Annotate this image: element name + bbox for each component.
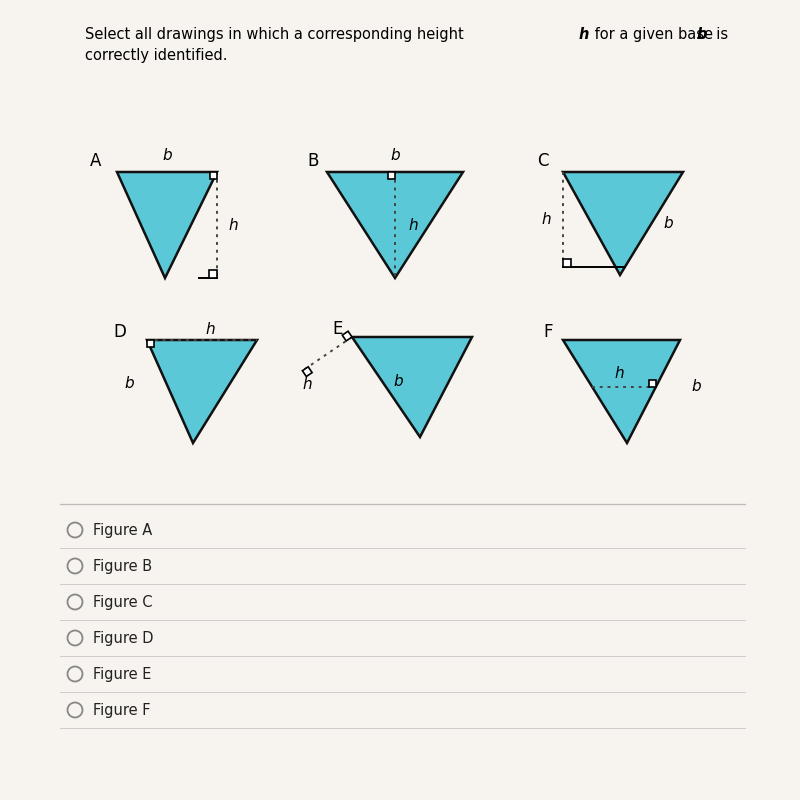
Text: correctly identified.: correctly identified. bbox=[85, 48, 227, 63]
Text: h: h bbox=[302, 378, 312, 392]
Polygon shape bbox=[563, 340, 680, 443]
Polygon shape bbox=[649, 379, 656, 386]
Text: h: h bbox=[408, 218, 418, 233]
Text: Figure A: Figure A bbox=[93, 522, 152, 538]
Text: Figure D: Figure D bbox=[93, 630, 154, 646]
Text: C: C bbox=[537, 152, 549, 170]
Polygon shape bbox=[342, 331, 352, 341]
Text: D: D bbox=[113, 323, 126, 341]
Text: h: h bbox=[205, 322, 215, 338]
Polygon shape bbox=[327, 172, 463, 278]
Text: Select all drawings in which a corresponding height: Select all drawings in which a correspon… bbox=[85, 27, 468, 42]
Text: b: b bbox=[162, 149, 172, 163]
Text: h: h bbox=[228, 218, 238, 233]
Polygon shape bbox=[302, 367, 312, 377]
Text: for a given base: for a given base bbox=[590, 27, 718, 42]
Text: h: h bbox=[579, 27, 590, 42]
Text: b: b bbox=[691, 379, 701, 394]
Polygon shape bbox=[563, 259, 571, 267]
Text: h: h bbox=[541, 212, 551, 227]
Text: b: b bbox=[390, 149, 400, 163]
Text: h: h bbox=[614, 366, 624, 381]
Text: is: is bbox=[707, 27, 728, 42]
Text: B: B bbox=[307, 152, 318, 170]
Text: A: A bbox=[90, 152, 102, 170]
Polygon shape bbox=[147, 340, 257, 443]
Text: F: F bbox=[543, 323, 553, 341]
Text: b: b bbox=[664, 216, 674, 231]
Text: b: b bbox=[393, 374, 403, 390]
Text: Figure F: Figure F bbox=[93, 702, 150, 718]
Polygon shape bbox=[352, 337, 472, 437]
Text: Figure B: Figure B bbox=[93, 558, 152, 574]
Text: Figure E: Figure E bbox=[93, 666, 151, 682]
Polygon shape bbox=[117, 172, 217, 278]
Polygon shape bbox=[209, 270, 217, 278]
Polygon shape bbox=[147, 340, 154, 347]
Polygon shape bbox=[563, 172, 683, 275]
Text: b: b bbox=[124, 376, 134, 391]
Polygon shape bbox=[388, 172, 395, 179]
Text: Figure C: Figure C bbox=[93, 594, 153, 610]
Text: b: b bbox=[697, 27, 707, 42]
Polygon shape bbox=[210, 172, 217, 179]
Text: E: E bbox=[332, 320, 342, 338]
